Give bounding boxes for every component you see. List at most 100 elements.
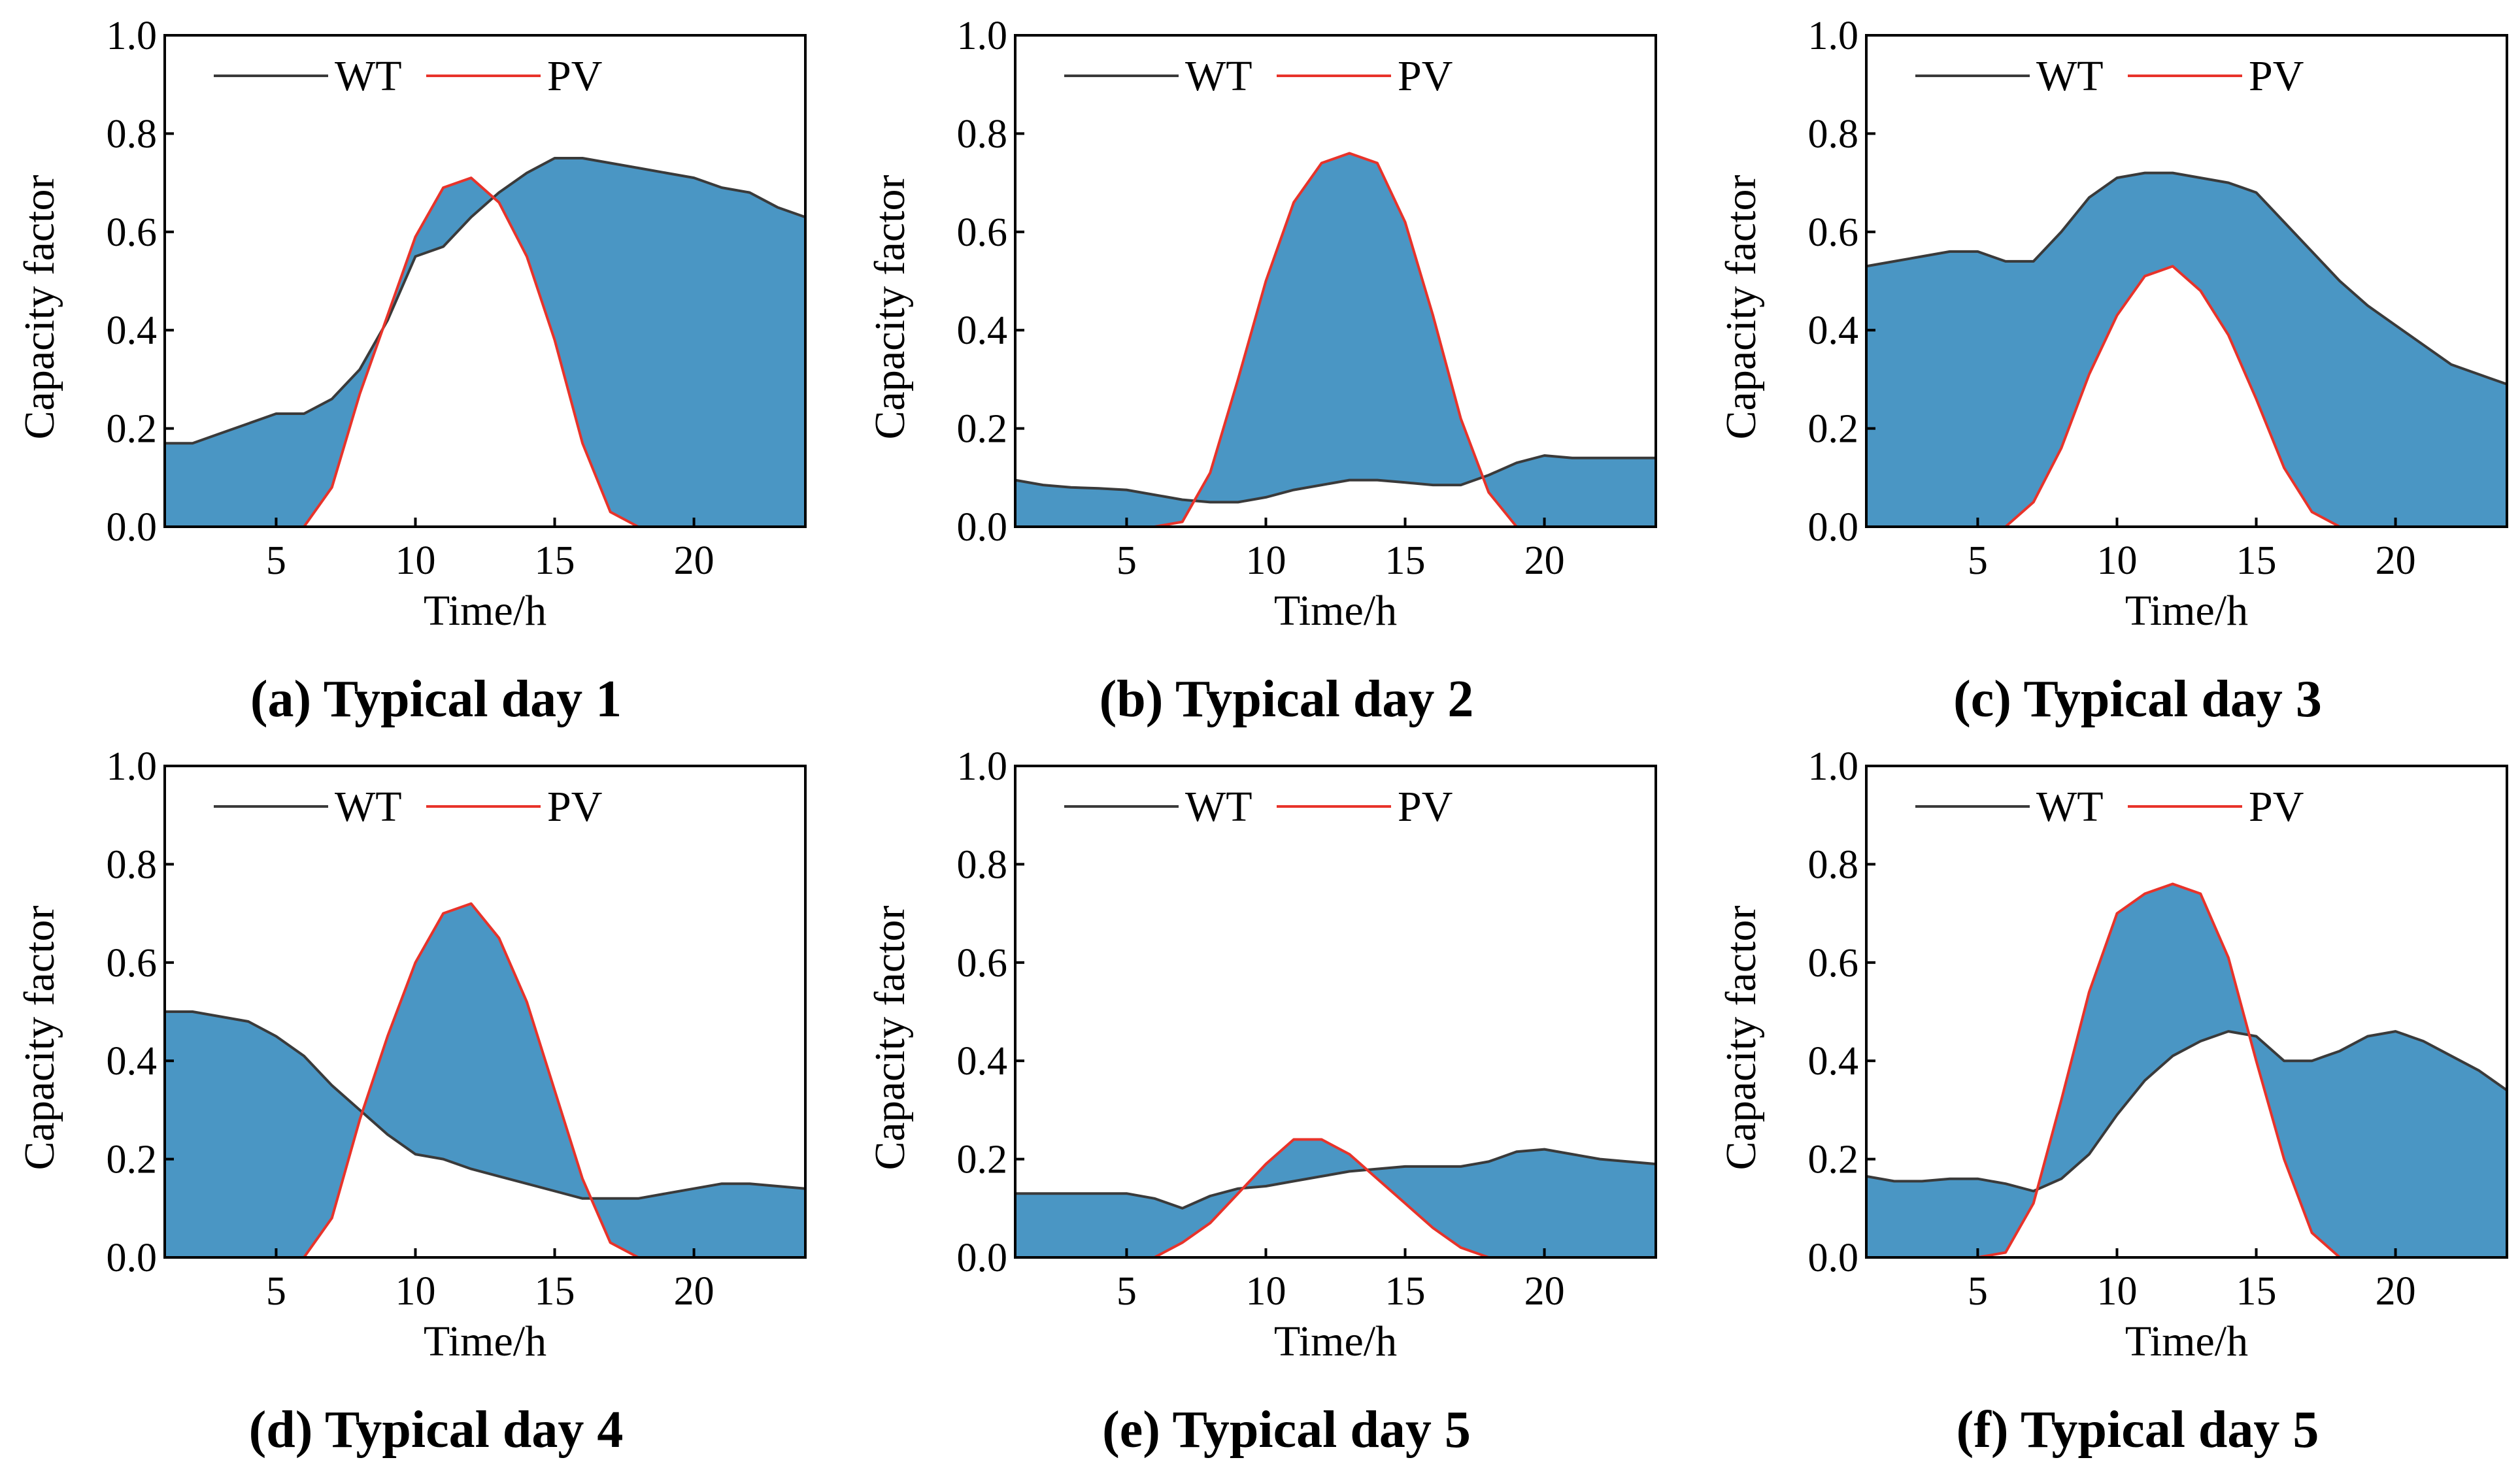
y-tick-label: 0.0 [1808, 505, 1859, 550]
y-tick-label: 0.6 [107, 941, 158, 986]
series-line-wt [1866, 1030, 2508, 1193]
y-tick-label: 0.0 [107, 1236, 158, 1280]
y-tick-label: 1.0 [107, 744, 158, 789]
y-tick-label: 1.0 [957, 744, 1008, 789]
y-axis-title: Capacity factor [1717, 906, 1765, 1170]
y-tick-label: 0.4 [107, 308, 158, 353]
x-tick-label: 20 [1524, 539, 1565, 583]
y-tick-label: 0.2 [107, 1138, 158, 1182]
y-tick-label: 0.0 [107, 505, 158, 550]
y-tick-label: 0.0 [957, 1236, 1008, 1280]
x-axis-title: Time/h [1274, 587, 1397, 635]
plot-frame [163, 34, 807, 528]
y-tick-label: 0.6 [1808, 941, 1859, 986]
y-tick-label: 0.6 [107, 210, 158, 255]
legend: WT PV [1064, 783, 1453, 831]
legend-label-pv: PV [1398, 52, 1453, 100]
panel-caption: (d) Typical day 4 [249, 1401, 624, 1459]
plot-frame [1014, 34, 1657, 528]
legend-label-wt: WT [2036, 52, 2104, 100]
y-axis-title: Capacity factor [16, 175, 63, 440]
x-tick-label: 20 [2376, 1269, 2416, 1314]
y-tick-label: 0.4 [957, 308, 1008, 353]
x-tick-label: 20 [674, 1269, 714, 1314]
x-tick-label: 10 [395, 1269, 435, 1314]
fill-between-area [165, 903, 805, 1257]
legend: WT PV [214, 783, 602, 831]
x-tick-label: 15 [2236, 539, 2277, 583]
x-tick-label: 5 [1968, 1269, 1988, 1314]
x-tick-label: 20 [1524, 1269, 1565, 1314]
panel-caption: (b) Typical day 2 [1100, 671, 1474, 728]
chart-panel-6: 0.0 0.2 0.4 0.6 0.8 1.0 5 10 15 20 Time/h Capacity … [1717, 744, 2508, 1459]
panels: 0.0 0.2 0.4 0.6 0.8 1.0 5 10 15 20 Time/h Capacity … [16, 14, 2508, 1459]
y-tick-label: 0.6 [957, 210, 1008, 255]
legend: WT PV [214, 52, 602, 100]
x-axis-title: Time/h [2125, 587, 2248, 635]
plot-frame [1865, 34, 2508, 528]
series-line-wt [1015, 1148, 1656, 1210]
chart-panel-3: 0.0 0.2 0.4 0.6 0.8 1.0 5 10 15 20 Time/h Capacity … [1717, 14, 2508, 728]
y-tick-label: 0.8 [1808, 842, 1859, 887]
y-tick-label: 0.2 [957, 407, 1008, 452]
x-tick-label: 5 [266, 1269, 286, 1314]
y-tick-label: 0.6 [957, 941, 1008, 986]
fill-between-area [1866, 173, 2507, 527]
x-tick-label: 10 [395, 539, 435, 583]
y-tick-label: 1.0 [1808, 744, 1859, 789]
x-tick-label: 10 [2096, 539, 2137, 583]
legend-label-wt: WT [1185, 52, 1252, 100]
y-tick-label: 0.2 [957, 1138, 1008, 1182]
y-tick-label: 0.2 [1808, 1138, 1859, 1182]
legend-label-wt: WT [335, 52, 402, 100]
plot-frame [1014, 765, 1657, 1259]
legend-label-wt: WT [1185, 783, 1252, 831]
y-tick-label: 0.8 [957, 842, 1008, 887]
legend-label-pv: PV [1398, 783, 1453, 831]
x-tick-label: 10 [2096, 1269, 2137, 1314]
series-line-wt [1015, 454, 1656, 504]
y-tick-label: 0.2 [1808, 407, 1859, 452]
y-axis-title: Capacity factor [866, 906, 914, 1170]
chart-panel-5: 0.0 0.2 0.4 0.6 0.8 1.0 5 10 15 20 Time/h Capacity … [866, 744, 1657, 1459]
y-tick-label: 0.6 [1808, 210, 1859, 255]
y-tick-label: 0.4 [107, 1039, 158, 1084]
x-tick-label: 5 [266, 539, 286, 583]
x-tick-label: 20 [2376, 539, 2416, 583]
y-tick-label: 0.8 [107, 112, 158, 156]
y-tick-label: 0.0 [1808, 1236, 1859, 1280]
x-tick-label: 5 [1117, 539, 1137, 583]
x-tick-label: 10 [1245, 1269, 1286, 1314]
y-tick-label: 1.0 [957, 14, 1008, 58]
legend-label-wt: WT [2036, 783, 2104, 831]
x-tick-label: 5 [1968, 539, 1988, 583]
legend-label-pv: PV [2249, 783, 2304, 831]
panel-caption: (a) Typical day 1 [250, 671, 622, 728]
x-axis-title: Time/h [1274, 1318, 1397, 1365]
x-tick-label: 15 [535, 1269, 575, 1314]
fill-between-area [1015, 1139, 1656, 1257]
chart-panel-1: 0.0 0.2 0.4 0.6 0.8 1.0 5 10 15 20 Time/h Capacity … [16, 14, 807, 728]
fill-between-area [165, 158, 805, 527]
chart-panel-2: 0.0 0.2 0.4 0.6 0.8 1.0 5 10 15 20 Time/h Capacity … [866, 14, 1657, 728]
legend-label-pv: PV [547, 52, 602, 100]
legend: WT PV [1915, 783, 2304, 831]
y-axis-title: Capacity factor [866, 175, 914, 440]
y-tick-label: 0.0 [957, 505, 1008, 550]
x-axis-title: Time/h [424, 1318, 546, 1365]
x-tick-label: 15 [1385, 539, 1426, 583]
x-tick-label: 5 [1117, 1269, 1137, 1314]
panel-caption: (e) Typical day 5 [1102, 1401, 1471, 1459]
y-tick-label: 0.8 [1808, 112, 1859, 156]
y-tick-label: 0.4 [1808, 308, 1859, 353]
y-tick-label: 0.4 [957, 1039, 1008, 1084]
y-tick-label: 0.8 [957, 112, 1008, 156]
plot-frame [163, 765, 807, 1259]
x-axis-title: Time/h [424, 587, 546, 635]
y-axis-title: Capacity factor [1717, 175, 1765, 440]
chart-panel-4: 0.0 0.2 0.4 0.6 0.8 1.0 5 10 15 20 Time/h Capacity … [16, 744, 807, 1459]
series-line-wt [1866, 171, 2508, 386]
series-line-wt [165, 1010, 806, 1200]
legend: WT PV [1915, 52, 2304, 100]
x-tick-label: 15 [2236, 1269, 2277, 1314]
